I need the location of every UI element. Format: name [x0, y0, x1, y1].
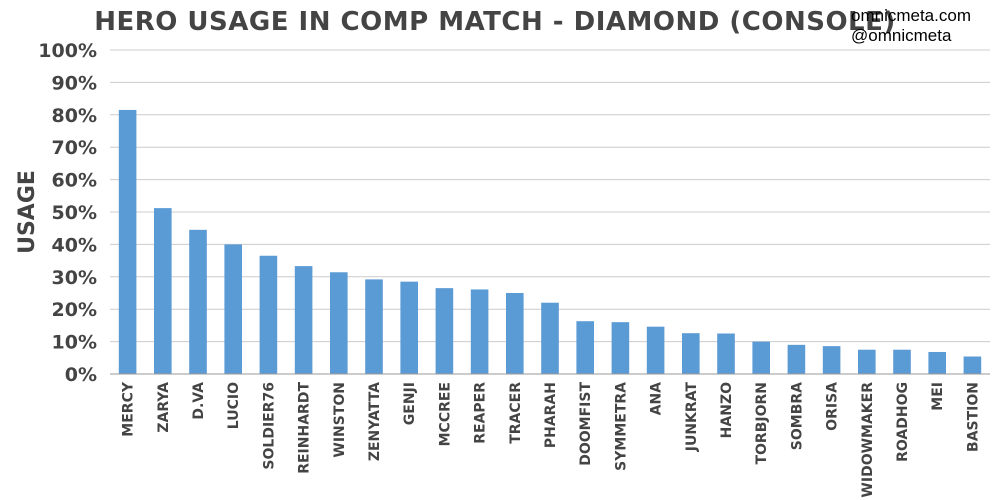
bar-lucio	[224, 244, 242, 374]
x-tick-label: WIDOWMAKER	[860, 382, 876, 498]
x-tick-label: PHARAH	[543, 382, 559, 448]
bar-d-va	[189, 229, 207, 374]
x-tick-label: REINHARDT	[297, 382, 313, 474]
bar-doomfist	[576, 321, 594, 374]
x-tick-label: TRACER	[508, 382, 524, 444]
bar-reinhardt	[294, 266, 313, 374]
credit-handle: @omnicmeta	[851, 26, 952, 45]
chart-title: HERO USAGE IN COMP MATCH - DIAMOND (CONS…	[94, 7, 896, 37]
bar-torbjorn	[752, 341, 770, 374]
x-tick-label: DOOMFIST	[578, 382, 594, 466]
bar-zarya	[154, 208, 172, 374]
x-tick-label: JUNKRAT	[684, 382, 700, 453]
gridlines	[110, 49, 990, 343]
x-tick-label: ROADHOG	[895, 382, 911, 462]
y-axis-label: USAGE	[15, 170, 40, 254]
x-tick-label: ZARYA	[156, 382, 172, 433]
bar-widowmaker	[858, 349, 876, 374]
credit-site: omnicmeta.com	[851, 6, 971, 25]
x-tick-label: ANA	[649, 382, 665, 416]
x-tick-label: HANZO	[719, 382, 735, 438]
x-tick-label: REAPER	[473, 382, 489, 444]
bar-hanzo	[717, 333, 735, 374]
x-tick-label: SOMBRA	[789, 382, 805, 450]
x-tick-label: SOLDIER76	[261, 382, 277, 470]
x-tick-label: WINSTON	[332, 382, 348, 458]
x-tick-label: TORBJORN	[754, 382, 770, 465]
bar-symmetra	[611, 322, 630, 374]
bar-soldier76	[259, 255, 278, 374]
y-tick-label: 70%	[52, 137, 97, 159]
bar-genji	[400, 281, 418, 374]
y-tick-labels: 0% 10% 20% 30% 40% 50% 60% 70% 80% 90% 100%	[38, 40, 97, 386]
bar-zenyatta	[365, 279, 383, 374]
x-tick-label: LUCIO	[226, 382, 242, 429]
bars	[118, 109, 982, 374]
y-tick-label: 40%	[52, 234, 97, 256]
y-tick-label: 80%	[52, 105, 97, 127]
bar-mccree	[435, 288, 454, 374]
y-tick-label: 20%	[52, 299, 97, 321]
bar-mei	[928, 351, 946, 374]
bar-sombra	[787, 344, 806, 374]
y-tick-label: 60%	[52, 170, 97, 192]
y-tick-label: 30%	[52, 267, 97, 289]
bar-mercy	[118, 109, 137, 374]
bar-reaper	[470, 289, 489, 374]
bar-junkrat	[682, 333, 700, 374]
y-tick-label: 10%	[52, 332, 97, 354]
y-tick-label: 100%	[38, 40, 97, 62]
bar-ana	[646, 326, 665, 374]
x-tick-label: BASTION	[965, 382, 981, 452]
bar-winston	[330, 272, 348, 374]
x-tick-labels: MERCY ZARYA D.VA LUCIO SOLDIER76 REINHARDT WIN…	[121, 381, 982, 497]
y-tick-label: 0%	[65, 364, 97, 386]
y-tick-label: 90%	[52, 72, 97, 94]
x-tick-label: ORISA	[825, 382, 841, 431]
x-tick-label: MERCY	[121, 381, 137, 437]
x-tick-label: D.VA	[191, 382, 207, 420]
x-tick-label: ZENYATTA	[367, 382, 383, 461]
x-tick-label: MCCREE	[437, 382, 453, 446]
bar-bastion	[963, 356, 982, 374]
bar-tracer	[506, 293, 524, 374]
bar-roadhog	[893, 349, 911, 374]
bar-pharah	[541, 302, 559, 374]
x-tick-label: MEI	[930, 382, 946, 411]
bar-orisa	[822, 346, 841, 374]
x-tick-label: SYMMETRA	[613, 382, 629, 471]
y-tick-label: 50%	[52, 202, 97, 224]
x-tick-label: GENJI	[402, 382, 418, 425]
